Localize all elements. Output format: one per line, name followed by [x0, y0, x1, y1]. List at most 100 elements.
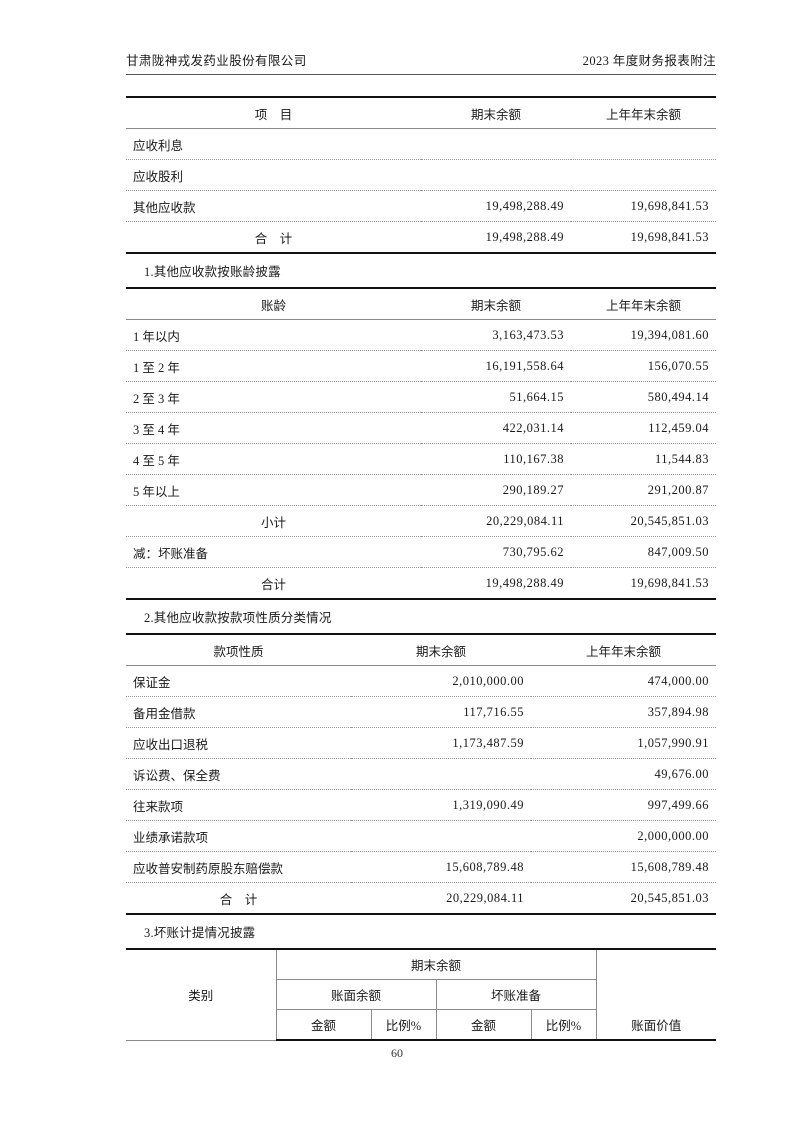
- row-ending-value: 16,191,558.64: [421, 350, 571, 382]
- table-row: 诉讼费、保全费 49,676.00: [126, 758, 716, 790]
- table-row: 1 至 2 年 16,191,558.64 156,070.55: [126, 350, 716, 382]
- section-heading-bad-debt: 3.坏账计提情况披露: [144, 926, 256, 940]
- row-ending-value: 19,498,288.49: [421, 567, 571, 600]
- row-label: 5 年以上: [126, 474, 421, 506]
- row-label-total: 合计: [126, 567, 421, 600]
- col-header-book-amount: 金额: [276, 1009, 372, 1041]
- row-prior-value: 11,544.83: [571, 443, 716, 475]
- other-receivables-nature-table: 款项性质 期末余额 上年年末余额 保证金 2,010,000.00 474,00…: [126, 633, 716, 915]
- row-prior-value: 291,200.87: [571, 474, 716, 506]
- row-ending-value: 1,173,487.59: [351, 727, 531, 759]
- row-label: 备用金借款: [126, 696, 351, 728]
- col-header-nature: 款项性质: [126, 633, 351, 666]
- row-label: 应收出口退税: [126, 727, 351, 759]
- row-label: 往来款项: [126, 789, 351, 821]
- row-ending-value: 15,608,789.48: [351, 851, 531, 883]
- page-content: 项 目 期末余额 上年年末余额 应收利息 应收股利 其他应收款 19,498,2…: [126, 96, 717, 1041]
- row-prior-value: 156,070.55: [571, 350, 716, 382]
- row-label-subtotal: 小计: [126, 505, 421, 537]
- col-header-ending-balance-group: 期末余额: [276, 948, 597, 980]
- table-row: 保证金 2,010,000.00 474,000.00: [126, 665, 716, 697]
- row-label: 2 至 3 年: [126, 381, 421, 413]
- row-prior-value: 474,000.00: [531, 665, 716, 697]
- table-row: 2 至 3 年 51,664.15 580,494.14: [126, 381, 716, 413]
- header-company-name: 甘肃陇神戎发药业股份有限公司: [126, 54, 307, 68]
- row-label: 业绩承诺款项: [126, 820, 351, 852]
- row-prior-value: 580,494.14: [571, 381, 716, 413]
- row-ending-value: 2,010,000.00: [351, 665, 531, 697]
- table-row: 业绩承诺款项 2,000,000.00: [126, 820, 716, 852]
- row-prior-value: [571, 159, 716, 191]
- row-ending-value: 20,229,084.11: [351, 882, 531, 915]
- table-header-row-mid: 账面余额 坏账准备: [126, 979, 716, 1010]
- row-ending-value: 20,229,084.11: [421, 505, 571, 537]
- col-header-ending-balance: 期末余额: [421, 287, 571, 320]
- row-label: 应收股利: [126, 159, 421, 191]
- page-number: 60: [391, 1046, 403, 1060]
- row-ending-value: 3,163,473.53: [421, 319, 571, 351]
- row-prior-value: 20,545,851.03: [531, 882, 716, 915]
- spacer-cell: [596, 948, 717, 1010]
- table-row: 应收普安制药原股东赔偿款 15,608,789.48 15,608,789.48: [126, 851, 716, 883]
- table-row: 5 年以上 290,189.27 291,200.87: [126, 474, 716, 506]
- table-row: 4 至 5 年 110,167.38 11,544.83: [126, 443, 716, 475]
- table-total-row: 合 计 19,498,288.49 19,698,841.53: [126, 221, 716, 254]
- row-prior-value: [571, 128, 716, 160]
- col-header-aging: 账龄: [126, 287, 421, 320]
- bad-debt-provision-table: 类别 期末余额 账面余额 坏账准备 金额 比例% 金额 比例% 账面价值: [126, 948, 717, 1041]
- row-label-bad-debt: 减：坏账准备: [126, 536, 421, 568]
- table-header-row: 项 目 期末余额 上年年末余额: [126, 96, 716, 129]
- row-prior-value: 19,698,841.53: [571, 190, 716, 222]
- table-row: 应收出口退税 1,173,487.59 1,057,990.91: [126, 727, 716, 759]
- row-label: 1 至 2 年: [126, 350, 421, 382]
- col-header-prior-balance: 上年年末余额: [571, 96, 716, 129]
- row-ending-value: [351, 758, 531, 790]
- row-prior-value: 1,057,990.91: [531, 727, 716, 759]
- row-prior-value: 20,545,851.03: [571, 505, 716, 537]
- col-header-bad-debt-provision: 坏账准备: [436, 979, 597, 1010]
- table-row: 1 年以内 3,163,473.53 19,394,081.60: [126, 319, 716, 351]
- col-header-book-ratio: 比例%: [371, 1009, 437, 1041]
- table-row: 3 至 4 年 422,031.14 112,459.04: [126, 412, 716, 444]
- row-ending-value: [421, 128, 571, 160]
- row-label-total: 合 计: [126, 882, 351, 915]
- col-header-ending-balance: 期末余额: [421, 96, 571, 129]
- col-header-item: 项 目: [126, 96, 421, 129]
- row-prior-value: 357,894.98: [531, 696, 716, 728]
- row-label: 4 至 5 年: [126, 443, 421, 475]
- col-header-category: 类别: [126, 948, 277, 1041]
- row-prior-value: 19,698,841.53: [571, 221, 716, 254]
- table-row: 减：坏账准备 730,795.62 847,009.50: [126, 536, 716, 568]
- header-document-title: 2023 年度财务报表附注: [582, 54, 716, 68]
- row-label: 1 年以内: [126, 319, 421, 351]
- row-ending-value: 110,167.38: [421, 443, 571, 475]
- row-prior-value: 112,459.04: [571, 412, 716, 444]
- section-heading-aging: 1.其他应收款按账龄披露: [144, 265, 281, 279]
- col-header-book-balance: 账面余额: [276, 979, 437, 1010]
- col-header-provision-amount: 金额: [436, 1009, 532, 1041]
- row-ending-value: 730,795.62: [421, 536, 571, 568]
- col-header-provision-ratio: 比例%: [531, 1009, 597, 1041]
- table-header-row: 账龄 期末余额 上年年末余额: [126, 287, 716, 320]
- row-label: 其他应收款: [126, 190, 421, 222]
- row-ending-value: 19,498,288.49: [421, 190, 571, 222]
- other-receivables-summary-table: 项 目 期末余额 上年年末余额 应收利息 应收股利 其他应收款 19,498,2…: [126, 96, 716, 254]
- row-label: 诉讼费、保全费: [126, 758, 351, 790]
- row-prior-value: 2,000,000.00: [531, 820, 716, 852]
- row-prior-value: 847,009.50: [571, 536, 716, 568]
- table-row: 备用金借款 117,716.55 357,894.98: [126, 696, 716, 728]
- table-subtotal-row: 小计 20,229,084.11 20,545,851.03: [126, 505, 716, 537]
- row-label: 应收普安制药原股东赔偿款: [126, 851, 351, 883]
- col-header-ending-balance: 期末余额: [351, 633, 531, 666]
- row-ending-value: 117,716.55: [351, 696, 531, 728]
- table-header-row-leaf: 金额 比例% 金额 比例% 账面价值: [126, 1009, 717, 1041]
- table-header-row: 款项性质 期末余额 上年年末余额: [126, 633, 716, 666]
- row-ending-value: 290,189.27: [421, 474, 571, 506]
- row-ending-value: 1,319,090.49: [351, 789, 531, 821]
- table-header-row-top: 类别 期末余额: [126, 948, 717, 1041]
- col-header-prior-balance: 上年年末余额: [571, 287, 716, 320]
- col-header-prior-balance: 上年年末余额: [531, 633, 716, 666]
- row-label-total: 合 计: [126, 221, 421, 254]
- col-header-carrying-value: 账面价值: [596, 1009, 717, 1041]
